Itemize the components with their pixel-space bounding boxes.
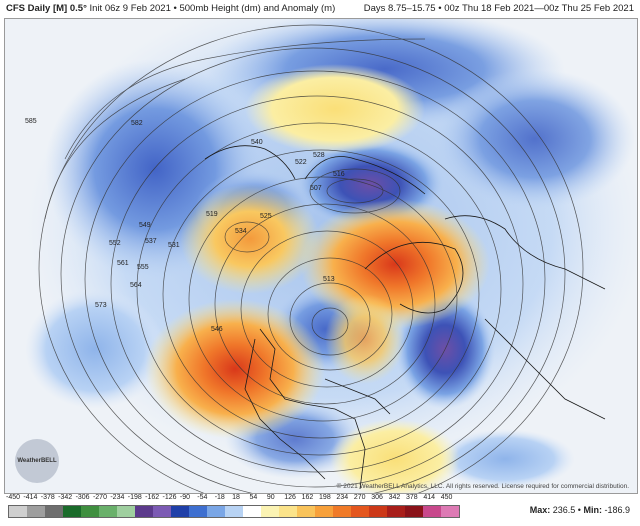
- valid-time: Days 8.75–15.75 • 00z Thu 18 Feb 2021—00…: [363, 3, 634, 14]
- colorbar-row: -450 -414 -378 -342 -306 -270 -234 -198 -162 -126…: [4, 494, 636, 526]
- colorbar-tick-label: -450: [6, 494, 21, 501]
- max-min-stats: Max: 236.5 • Min: -186.9: [529, 505, 630, 515]
- colorbar-tick-label: 234: [336, 494, 349, 501]
- colorbar-swatch: [225, 506, 243, 517]
- colorbar-swatch: [369, 506, 387, 517]
- anomaly-fill: [25, 19, 637, 493]
- coastlines: [204, 145, 606, 490]
- colorbar-swatch: [171, 506, 189, 517]
- colorbar: [8, 505, 460, 518]
- colorbar-tick-label: 306: [371, 494, 383, 501]
- colorbar-swatch: [315, 506, 333, 517]
- contour-label: 561: [117, 260, 129, 267]
- contour-label: 555: [137, 264, 149, 271]
- colorbar-swatch: [243, 506, 261, 517]
- colorbar-swatch: [99, 506, 117, 517]
- colorbar-tick-label: -234: [110, 494, 125, 501]
- colorbar-swatch: [45, 506, 63, 517]
- colorbar-tick-label: -342: [58, 494, 73, 501]
- colorbar-swatch: [9, 506, 27, 517]
- contour-label: 522: [295, 159, 307, 166]
- contour-label: 513: [323, 276, 335, 283]
- colorbar-swatch: [207, 506, 225, 517]
- colorbar-tick-label: 54: [249, 494, 258, 501]
- min-value: -186.9: [604, 505, 630, 515]
- colorbar-tick-label: -270: [92, 494, 107, 501]
- contour-label: 546: [211, 326, 223, 333]
- colorbar-swatch: [27, 506, 45, 517]
- colorbar-tick-label: 90: [266, 494, 275, 501]
- colorbar-swatch: [333, 506, 351, 517]
- colorbar-tick-label: -378: [40, 494, 55, 501]
- colorbar-swatch: [405, 506, 423, 517]
- colorbar-swatch: [279, 506, 297, 517]
- colorbar-tick-label: 378: [405, 494, 418, 501]
- colorbar-swatch: [81, 506, 99, 517]
- colorbar-swatch: [441, 506, 459, 517]
- height-contours: [38, 24, 584, 493]
- colorbar-tick-label: -162: [145, 494, 160, 501]
- contour-label: 537: [145, 238, 157, 245]
- colorbar-swatch: [261, 506, 279, 517]
- model-name: CFS Daily [M] 0.5°: [6, 3, 87, 14]
- colorbar-tick-label: -414: [23, 494, 38, 501]
- colorbar-tick-label: 450: [440, 494, 453, 501]
- contour-label: 519: [206, 211, 218, 218]
- contour-label: 549: [139, 222, 151, 229]
- contour-label-group: 585 582 540 528 516 507 519 525 534 522 …: [25, 118, 345, 333]
- contour-label: 531: [168, 242, 180, 249]
- colorbar-tick-label: 162: [301, 494, 314, 501]
- init-time: Init 06z 9 Feb 2021: [89, 3, 171, 14]
- polar-map: 585 582 540 528 516 507 519 525 534 522 …: [4, 18, 638, 494]
- contour-label: 534: [235, 228, 247, 235]
- weatherbell-logo: WeatherBELL: [15, 439, 59, 483]
- max-label: Max:: [529, 505, 551, 515]
- colorbar-labels: -450 -414 -378 -342 -306 -270 -234 -198 -162 -126…: [6, 494, 458, 504]
- copyright-credit: © 2021 WeatherBELL Analytics, LLC. All r…: [336, 483, 629, 490]
- colorbar-tick-label: 342: [388, 494, 401, 501]
- model-title: CFS Daily [M] 0.5° Init 06z 9 Feb 2021 •…: [6, 3, 336, 14]
- contour-label: 540: [251, 139, 263, 146]
- colorbar-swatch: [153, 506, 171, 517]
- colorbar-tick-label: 198: [319, 494, 331, 501]
- field-name: 500mb Height (dm) and Anomaly (m): [179, 3, 336, 14]
- colorbar-tick-label: 126: [284, 494, 296, 501]
- contour-label: 516: [333, 171, 345, 178]
- colorbar-tick-label: -18: [214, 494, 225, 501]
- colorbar-tick-label: -90: [179, 494, 191, 501]
- colorbar-swatch: [189, 506, 207, 517]
- anomaly-map-svg: 585 582 540 528 516 507 519 525 534 522 …: [5, 19, 637, 493]
- contour-label: 507: [310, 185, 322, 192]
- colorbar-tick-label: 414: [423, 494, 436, 501]
- colorbar-swatch: [387, 506, 405, 517]
- colorbar-tick-label: -126: [162, 494, 177, 501]
- contour-label: 573: [95, 302, 107, 309]
- colorbar-tick-label: 270: [353, 494, 366, 501]
- header-bar: CFS Daily [M] 0.5° Init 06z 9 Feb 2021 •…: [0, 0, 640, 18]
- colorbar-swatch: [63, 506, 81, 517]
- max-value: 236.5: [552, 505, 576, 515]
- colorbar-swatch: [297, 506, 315, 517]
- contour-label: 585: [25, 118, 37, 125]
- colorbar-swatch: [351, 506, 369, 517]
- colorbar-tick-label: -306: [75, 494, 90, 501]
- contour-label: 552: [109, 240, 121, 247]
- contour-label: 582: [131, 120, 143, 127]
- colorbar-swatch: [423, 506, 441, 517]
- contour-label: 528: [313, 152, 325, 159]
- colorbar-swatch: [117, 506, 135, 517]
- colorbar-tick-label: -54: [197, 494, 208, 501]
- colorbar-swatch: [135, 506, 153, 517]
- colorbar-tick-label: 18: [232, 494, 240, 501]
- colorbar-tick-label: -198: [127, 494, 142, 501]
- contour-label: 564: [130, 282, 142, 289]
- min-label: Min:: [583, 505, 602, 515]
- contour-label: 525: [260, 213, 272, 220]
